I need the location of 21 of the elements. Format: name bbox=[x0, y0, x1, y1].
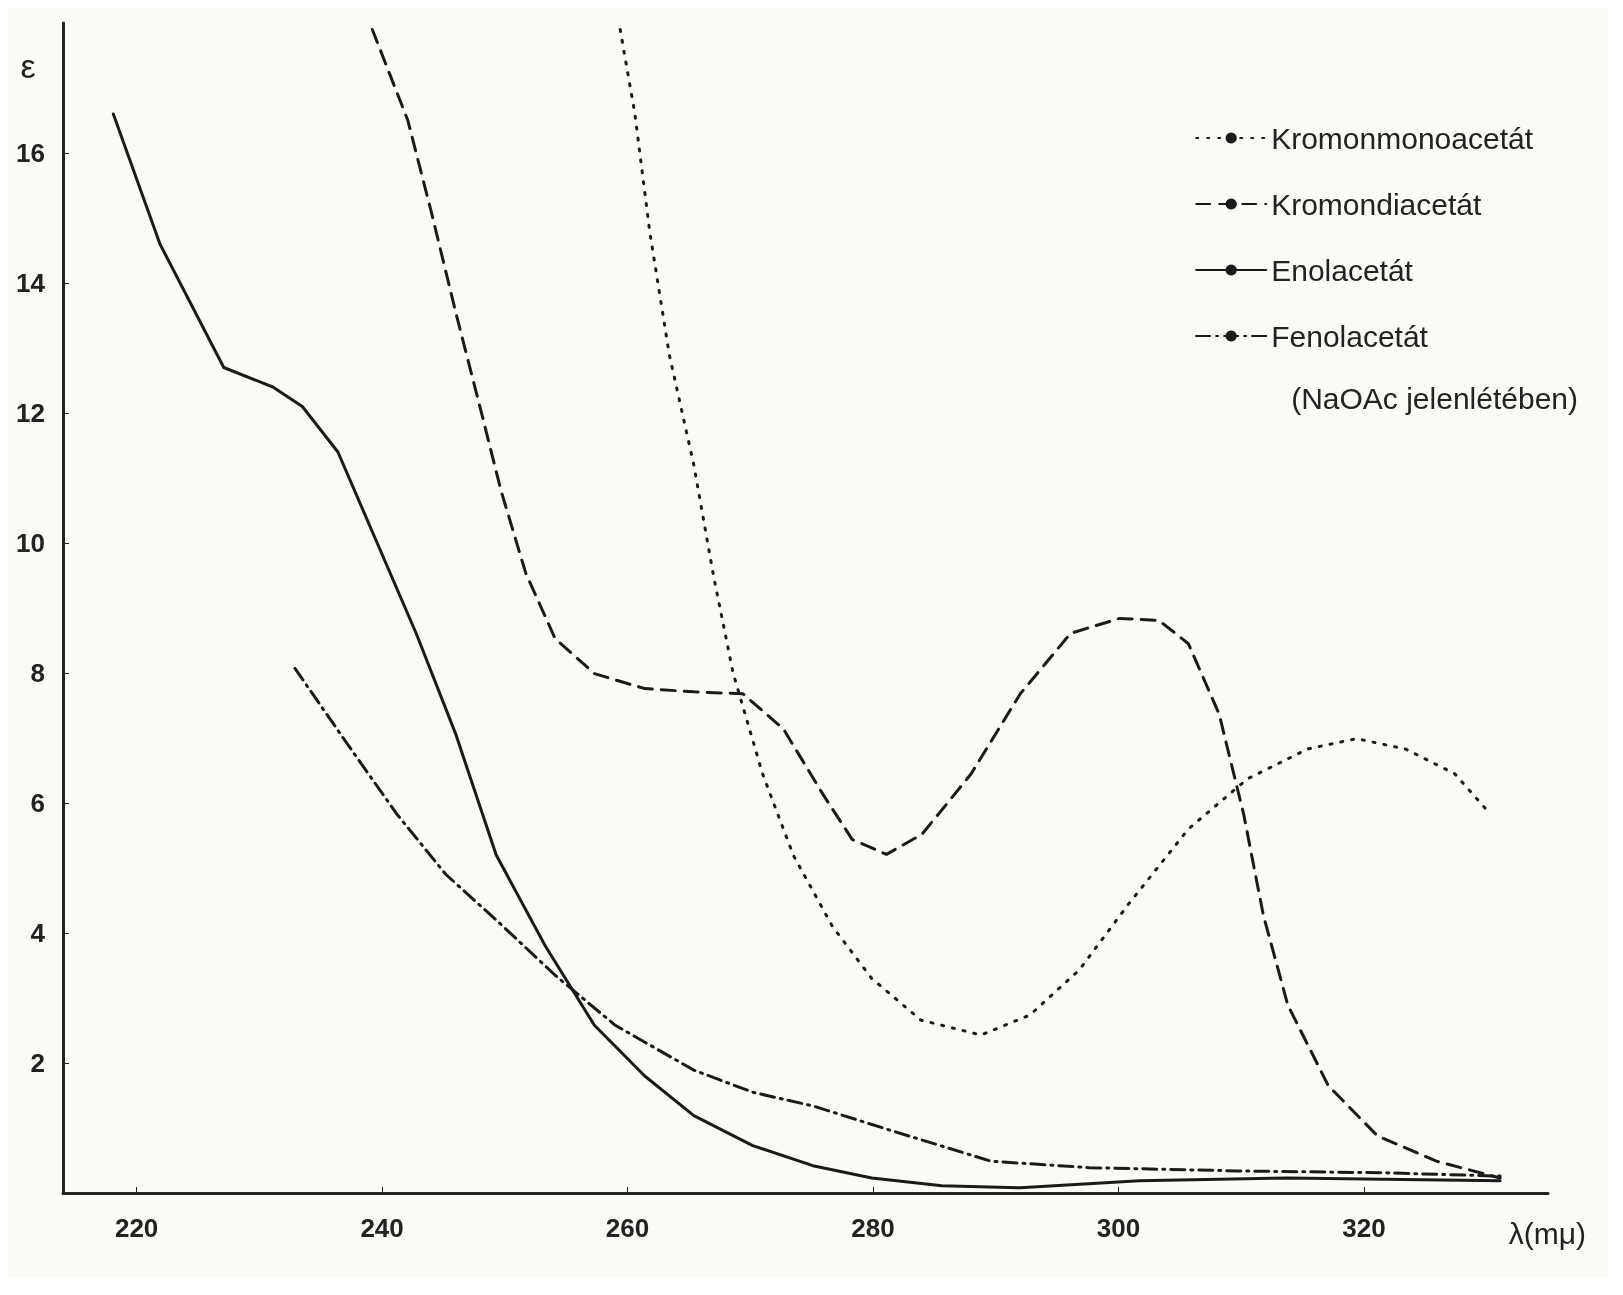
annotation: (NaOAc jelenlétében) bbox=[1291, 381, 1579, 415]
y-tick-label: 14 bbox=[16, 268, 46, 298]
legend-label: Kromondiacetát bbox=[1271, 187, 1482, 221]
x-tick-label: 320 bbox=[1342, 1213, 1386, 1243]
x-tick-label: 280 bbox=[851, 1213, 895, 1243]
x-tick-label: 260 bbox=[605, 1213, 650, 1243]
y-axis-title: ε bbox=[20, 47, 36, 85]
x-axis-title: λ(mμ) bbox=[1508, 1216, 1587, 1250]
y-tick-label: 10 bbox=[16, 528, 45, 558]
y-tick-label: 16 bbox=[16, 138, 45, 168]
legend-label: Kromonmonoacetát bbox=[1271, 121, 1534, 155]
x-tick-label: 220 bbox=[114, 1213, 159, 1243]
y-tick-label: 6 bbox=[30, 788, 45, 818]
y-tick-label: 8 bbox=[30, 658, 45, 688]
legend-label: Fenolacetát bbox=[1271, 319, 1429, 353]
y-tick-label: 2 bbox=[30, 1048, 45, 1078]
y-tick-label: 4 bbox=[30, 918, 46, 948]
y-tick-label: 12 bbox=[16, 398, 45, 428]
x-tick-label: 300 bbox=[1096, 1213, 1141, 1243]
legend-label: Enolacetát bbox=[1271, 253, 1414, 287]
x-tick-label: 240 bbox=[360, 1213, 404, 1243]
